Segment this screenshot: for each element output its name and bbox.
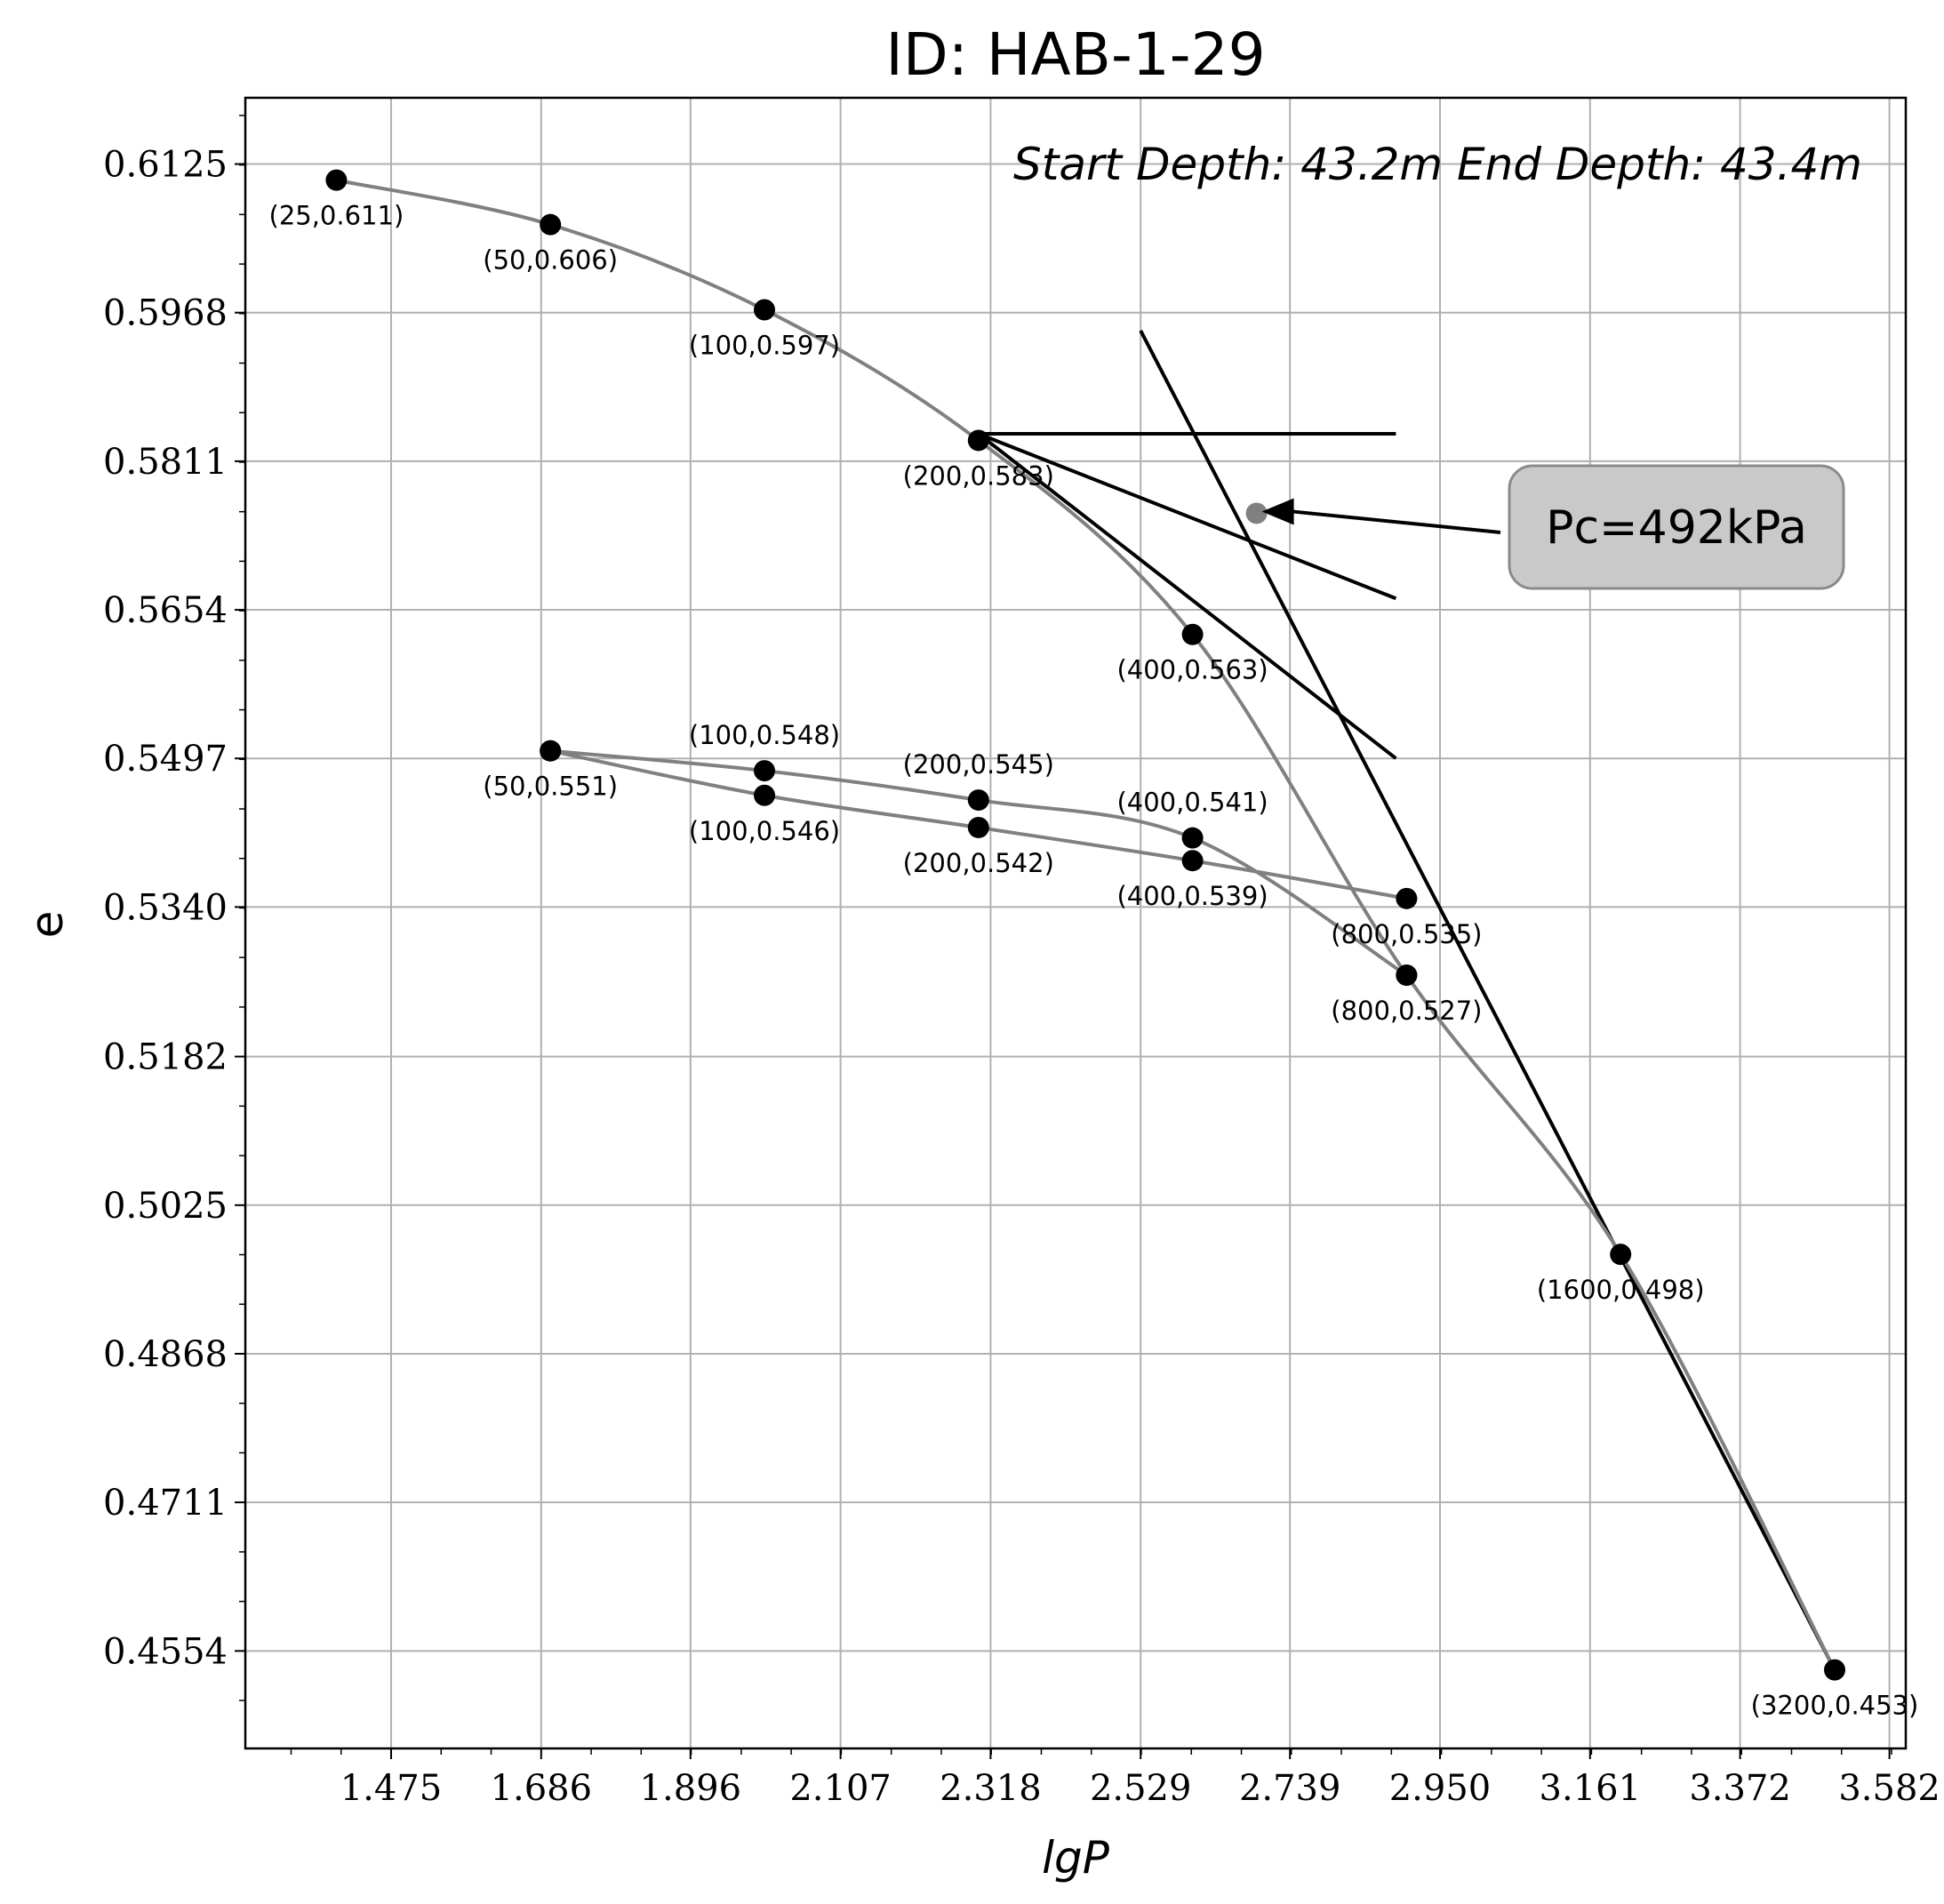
data-point xyxy=(540,213,562,236)
pc-callout-label: Pc=492kPa xyxy=(1546,501,1807,555)
depth-subtitle: Start Depth: 43.2m End Depth: 43.4m xyxy=(1013,139,1862,190)
x-tick-label: 3.582 xyxy=(1838,1768,1940,1809)
data-point xyxy=(967,789,989,812)
y-tick-labels: 0.6125 0.5968 0.5811 0.5654 0.5497 0.5340 0.51… xyxy=(103,145,228,1673)
x-tick-label: 2.950 xyxy=(1389,1768,1492,1809)
pc-point xyxy=(1245,502,1268,524)
pc-arrow-head xyxy=(1261,498,1294,525)
data-point xyxy=(540,740,562,762)
curves xyxy=(335,178,1836,1671)
x-tick-label: 2.107 xyxy=(789,1768,892,1809)
construction-line xyxy=(977,432,1397,760)
data-point xyxy=(1824,1659,1845,1681)
data-points xyxy=(325,169,1845,1681)
data-point-label: (3200,0.453) xyxy=(1751,1691,1919,1721)
y-tick-label: 0.4554 xyxy=(103,1631,228,1672)
data-point-label: (200,0.545) xyxy=(903,749,1054,780)
series-curve xyxy=(335,178,1836,1671)
point-labels: (25,0.611) (50,0.606) (100,0.597) (200,0.58… xyxy=(269,201,1919,1721)
data-point-label: (400,0.539) xyxy=(1116,881,1268,911)
data-point-label: (200,0.583) xyxy=(903,460,1054,491)
construction-line xyxy=(1139,330,1836,1671)
data-point xyxy=(1181,850,1204,872)
y-tick-label: 0.4711 xyxy=(103,1483,228,1524)
y-tick-label: 0.5025 xyxy=(103,1186,228,1227)
y-tick-label: 0.5811 xyxy=(103,442,228,483)
data-point xyxy=(325,169,348,191)
y-tick-label: 0.6125 xyxy=(103,145,228,186)
data-point xyxy=(1181,623,1204,645)
major-ticks xyxy=(235,163,1891,1759)
y-tick-label: 0.5497 xyxy=(103,739,228,780)
data-point xyxy=(1396,964,1418,987)
y-tick-label: 0.4868 xyxy=(103,1334,228,1375)
x-tick-label: 3.161 xyxy=(1540,1768,1642,1809)
data-point xyxy=(754,299,775,321)
construction-lines xyxy=(977,330,1836,1671)
x-tick-label: 2.529 xyxy=(1090,1768,1192,1809)
pc-annotation: Pc=492kPa xyxy=(1245,464,1845,590)
x-tick-label: 3.372 xyxy=(1689,1768,1791,1809)
x-axis-label: lgP xyxy=(1042,1832,1110,1884)
minor-ticks xyxy=(239,115,1892,1755)
data-point-label: (100,0.597) xyxy=(689,331,840,361)
plot-frame xyxy=(244,96,1908,1750)
x-tick-label: 2.739 xyxy=(1239,1768,1341,1809)
x-tick-label: 1.896 xyxy=(640,1768,742,1809)
y-tick-label: 0.5968 xyxy=(103,293,228,334)
data-point-label: (1600,0.498) xyxy=(1537,1275,1705,1305)
data-point xyxy=(967,816,989,838)
x-tick-labels: 1.475 1.686 1.896 2.107 2.318 2.529 2.739 2.950… xyxy=(340,1768,1940,1809)
x-tick-label: 2.318 xyxy=(940,1768,1042,1809)
construction-line xyxy=(978,432,1397,601)
y-tick-label: 0.5340 xyxy=(103,887,228,928)
data-point xyxy=(754,760,775,782)
data-point xyxy=(1610,1244,1632,1266)
data-point xyxy=(1396,887,1418,909)
data-point-label: (50,0.606) xyxy=(483,245,618,276)
data-point xyxy=(754,784,775,806)
chart-title: ID: HAB-1-29 xyxy=(885,20,1265,89)
data-point-label: (25,0.611) xyxy=(269,201,404,231)
data-point xyxy=(1181,827,1204,849)
pc-callout-box xyxy=(1508,464,1845,590)
x-tick-label: 1.475 xyxy=(340,1768,443,1809)
data-point-label: (800,0.527) xyxy=(1331,996,1482,1026)
data-point-label: (50,0.551) xyxy=(483,772,618,802)
grid-lines xyxy=(245,98,1906,1748)
pc-arrow-line xyxy=(1292,509,1501,534)
data-point-label: (200,0.542) xyxy=(903,848,1054,878)
y-axis-label: e xyxy=(21,911,73,939)
data-point-label: (400,0.541) xyxy=(1116,788,1268,818)
y-tick-label: 0.5182 xyxy=(103,1037,228,1078)
data-point-label: (800,0.535) xyxy=(1331,919,1482,949)
y-tick-label: 0.5654 xyxy=(103,590,228,631)
data-point-label: (100,0.548) xyxy=(689,720,840,750)
x-tick-label: 1.686 xyxy=(491,1768,593,1809)
data-point-label: (100,0.546) xyxy=(689,816,840,846)
data-point-label: (400,0.563) xyxy=(1116,655,1268,685)
data-point xyxy=(967,429,989,452)
